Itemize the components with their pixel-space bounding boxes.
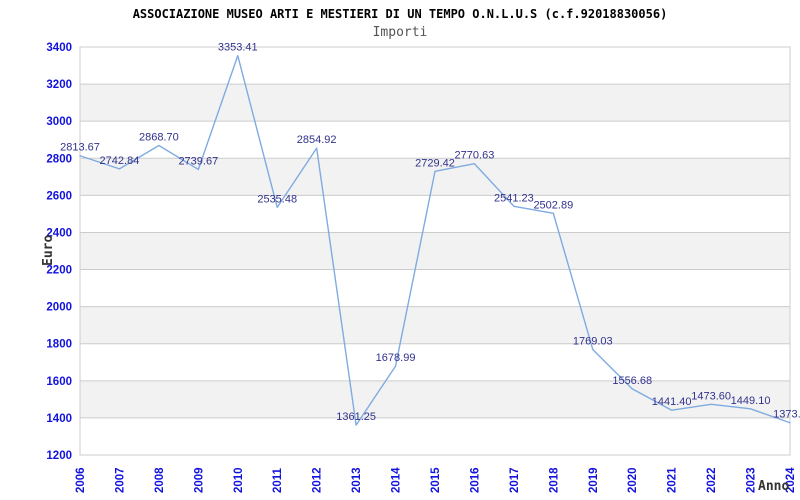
grid-band xyxy=(80,269,790,307)
y-axis-title: Euro xyxy=(41,234,56,266)
grid-band xyxy=(80,47,790,85)
point-label: 1449.10 xyxy=(731,395,771,407)
x-tick-label: 2019 xyxy=(588,467,600,493)
point-label: 2541.23 xyxy=(494,192,534,204)
data-line xyxy=(79,54,791,426)
x-tick-label: 2020 xyxy=(627,467,639,493)
x-tick-label: 2010 xyxy=(233,467,245,493)
x-tick-label: 2011 xyxy=(272,467,284,493)
point-label: 2868.70 xyxy=(139,132,179,144)
chart-title: ASSOCIAZIONE MUSEO ARTI E MESTIERI DI UN… xyxy=(132,7,668,21)
point-label: 1373.9 xyxy=(773,409,800,421)
y-tick-label: 1600 xyxy=(46,376,72,388)
y-tick-label: 1400 xyxy=(46,413,72,425)
x-tick-label: 2006 xyxy=(75,467,87,493)
point-label: 2813.67 xyxy=(60,142,100,154)
chart-subtitle: Importi xyxy=(372,25,428,40)
y-tick-label: 2600 xyxy=(46,190,72,202)
x-tick-label: 2012 xyxy=(312,467,324,493)
y-tick-label: 2800 xyxy=(46,153,72,165)
point-label: 1678.99 xyxy=(376,352,416,364)
point-label: 2729.42 xyxy=(415,157,455,169)
grid-band xyxy=(80,417,790,455)
x-tick-label: 2014 xyxy=(391,467,403,493)
point-label: 2770.63 xyxy=(455,150,495,162)
grid-band xyxy=(80,121,790,159)
x-tick-label: 2024 xyxy=(785,467,797,493)
y-tick-label: 1800 xyxy=(46,339,72,351)
x-tick-label: 2018 xyxy=(548,467,560,493)
grid-band xyxy=(80,380,790,418)
y-tick-label: 3000 xyxy=(46,116,72,128)
point-label: 2854.92 xyxy=(297,134,337,146)
y-tick-label: 2000 xyxy=(46,302,72,314)
y-tick-label: 3200 xyxy=(46,79,72,91)
y-tick-label: 1200 xyxy=(46,450,72,462)
x-tick-label: 2009 xyxy=(193,467,205,493)
x-tick-label: 2022 xyxy=(706,467,718,493)
x-tick-label: 2016 xyxy=(469,467,481,493)
grid-band xyxy=(80,306,790,344)
y-tick-label: 2200 xyxy=(46,265,72,277)
grid-band xyxy=(80,343,790,381)
point-label: 1769.03 xyxy=(573,335,613,347)
point-label: 2742.84 xyxy=(100,155,140,167)
point-label: 1473.60 xyxy=(691,390,731,402)
grid-band xyxy=(80,232,790,270)
grid-band xyxy=(80,158,790,196)
point-label: 3353.41 xyxy=(218,42,258,54)
plot-border xyxy=(79,46,791,456)
grid-band xyxy=(80,84,790,122)
point-label: 2502.89 xyxy=(533,199,573,211)
x-tick-label: 2021 xyxy=(667,467,679,493)
y-tick-label: 2400 xyxy=(46,227,72,239)
x-tick-label: 2013 xyxy=(351,467,363,493)
grid-band xyxy=(80,195,790,233)
x-tick-label: 2017 xyxy=(509,467,521,493)
x-tick-label: 2007 xyxy=(114,467,126,493)
point-label: 2535.48 xyxy=(257,193,297,205)
x-tick-label: 2008 xyxy=(154,467,166,493)
x-tick-label: 2015 xyxy=(430,467,442,493)
point-label: 1556.68 xyxy=(612,375,652,387)
x-tick-label: 2023 xyxy=(746,467,758,493)
y-tick-label: 3400 xyxy=(46,42,72,54)
point-label: 1441.40 xyxy=(652,396,692,408)
x-axis-title: Anno xyxy=(758,479,790,494)
point-label: 1361.25 xyxy=(336,411,376,423)
point-label: 2739.67 xyxy=(178,155,218,167)
